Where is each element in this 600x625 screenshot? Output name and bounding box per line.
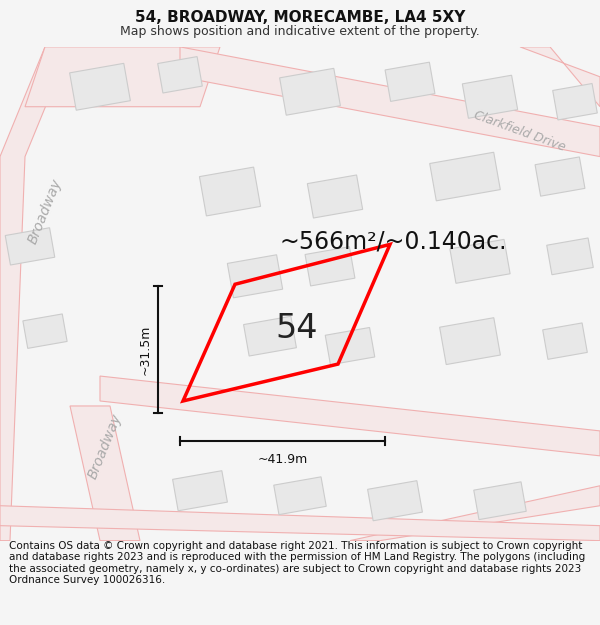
Polygon shape xyxy=(100,376,600,456)
Polygon shape xyxy=(520,47,600,107)
Polygon shape xyxy=(23,314,67,348)
Polygon shape xyxy=(350,486,600,541)
Polygon shape xyxy=(70,63,130,110)
Text: Broadway: Broadway xyxy=(26,177,64,246)
Polygon shape xyxy=(305,247,355,286)
Polygon shape xyxy=(385,62,435,101)
Polygon shape xyxy=(450,239,510,283)
Polygon shape xyxy=(280,68,340,115)
Polygon shape xyxy=(553,84,598,120)
Polygon shape xyxy=(325,328,375,365)
Text: ~566m²/~0.140ac.: ~566m²/~0.140ac. xyxy=(280,229,508,253)
Text: ~41.9m: ~41.9m xyxy=(257,453,308,466)
Text: 54, BROADWAY, MORECAMBE, LA4 5XY: 54, BROADWAY, MORECAMBE, LA4 5XY xyxy=(135,10,465,25)
Polygon shape xyxy=(430,152,500,201)
Polygon shape xyxy=(542,323,587,359)
Polygon shape xyxy=(227,255,283,298)
Text: Contains OS data © Crown copyright and database right 2021. This information is : Contains OS data © Crown copyright and d… xyxy=(9,541,585,586)
Polygon shape xyxy=(180,47,600,157)
Polygon shape xyxy=(199,167,260,216)
Polygon shape xyxy=(173,471,227,511)
Polygon shape xyxy=(463,75,518,118)
Text: ~31.5m: ~31.5m xyxy=(139,324,152,375)
Polygon shape xyxy=(0,47,70,541)
Polygon shape xyxy=(244,316,296,356)
Text: Clarkfield Drive: Clarkfield Drive xyxy=(472,109,568,154)
Polygon shape xyxy=(535,157,585,196)
Polygon shape xyxy=(368,481,422,521)
Text: Broadway: Broadway xyxy=(86,411,124,481)
Polygon shape xyxy=(307,175,362,218)
Polygon shape xyxy=(274,477,326,514)
Polygon shape xyxy=(70,406,140,541)
Polygon shape xyxy=(440,318,500,364)
Polygon shape xyxy=(0,506,600,541)
Polygon shape xyxy=(547,238,593,275)
Polygon shape xyxy=(5,228,55,265)
Polygon shape xyxy=(474,482,526,519)
Text: 54: 54 xyxy=(275,312,318,345)
Polygon shape xyxy=(25,47,220,107)
Polygon shape xyxy=(158,57,202,93)
Text: Map shows position and indicative extent of the property.: Map shows position and indicative extent… xyxy=(120,24,480,38)
